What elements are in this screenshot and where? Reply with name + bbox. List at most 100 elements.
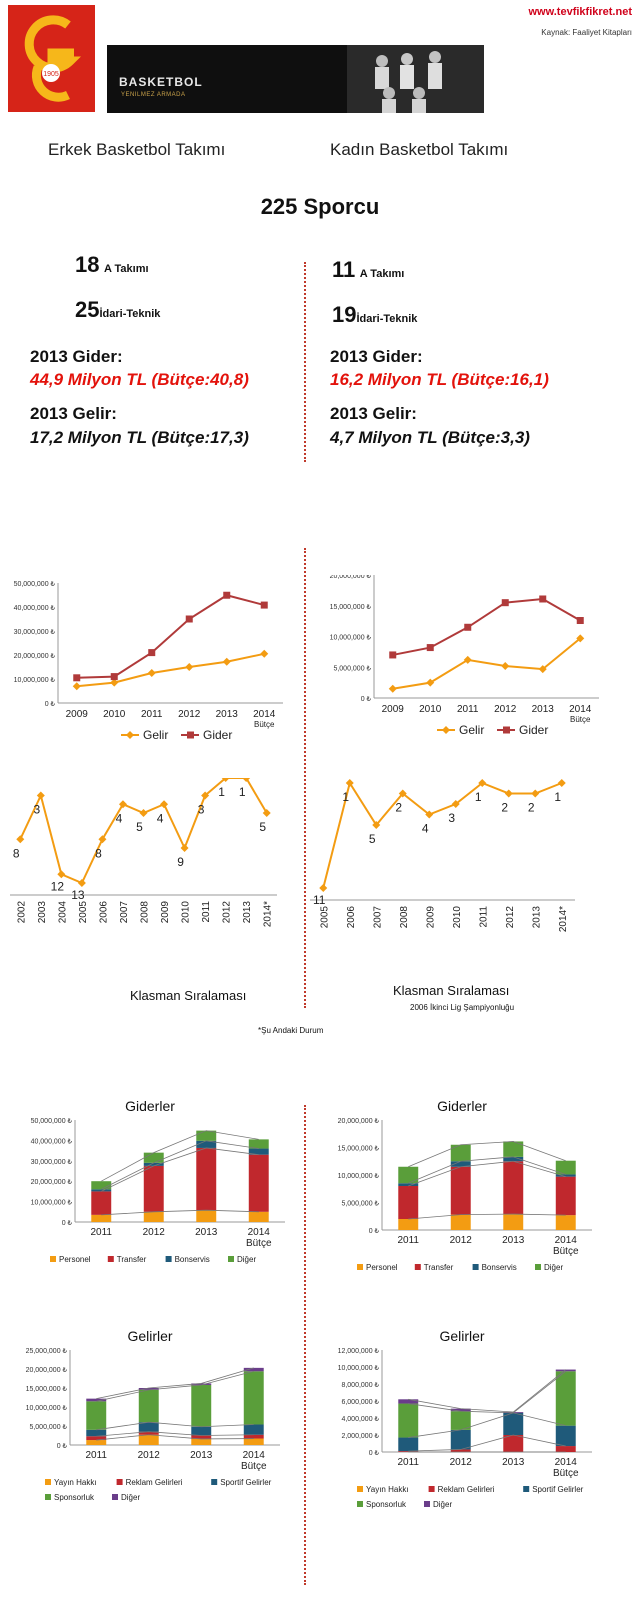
x-tick-sublabel: Bütçe [553,1468,579,1479]
chart-title: Gelirler [439,1328,484,1344]
ranking-point [57,870,66,879]
ranking-point [160,800,169,809]
bar-segment-bonservis [91,1189,112,1192]
site-url[interactable]: www.tevfikfikret.net [528,6,632,18]
x-tick-label: 2011 [85,1450,107,1461]
y-tick-label: 30,000,000 ₺ [31,1159,73,1166]
bar-segment-reklam-gelirleri [191,1435,212,1439]
x-tick-sublabel: Bütçe [553,1246,579,1257]
legend-label: Personel [59,1255,91,1264]
legend-swatch [357,1501,363,1507]
x-tick-label: 2013 [532,704,555,715]
legend-swatch [357,1264,363,1270]
women-a-team: 11 A Takımı [332,257,404,283]
women-a-team-label: A Takımı [359,268,405,280]
y-tick-label: 20,000,000 ₺ [330,575,372,580]
bar-segment-personel [196,1210,217,1222]
stack-connector [408,1370,566,1414]
x-tick-label: 2011 [201,901,212,923]
data-point-gelir [538,665,547,674]
ranking-data-label: 1 [342,790,349,804]
ranking-data-label: 4 [116,811,123,825]
bar-segment-diğer [143,1152,164,1163]
data-point-gelir [110,678,119,687]
ranking-data-label: 1 [218,785,225,799]
ranking-data-label: 5 [369,832,376,846]
chart-title: Gelirler [127,1328,172,1344]
women-a-team-count: 11 [332,257,356,282]
bar-segment-sportif-gelirler [138,1422,159,1432]
legend-swatch [45,1494,51,1500]
legend-marker [126,731,134,739]
x-tick-label: 2012 [505,906,516,929]
x-tick-label: 2013 [502,1457,525,1468]
data-point-gelir [388,684,397,693]
ranking-point [221,778,230,782]
bar-segment-personel [248,1211,269,1222]
legend-marker [442,726,450,734]
y-tick-label: 0 ₺ [369,1450,380,1457]
bar-segment-bonservis [196,1140,217,1148]
logo-emblem-icon: 1905 [24,15,82,102]
x-tick-label: 2009 [425,906,436,929]
ranking-point [531,789,540,798]
total-athletes: 225 Sporcu [260,194,380,219]
ranking-point [345,779,354,787]
women-expense-value: 16,2 Milyon TL (Bütçe:16,1) [330,370,549,389]
y-tick-label: 15,000,000 ₺ [338,1146,380,1153]
bar-segment-sportif-gelirler [503,1412,524,1435]
ranking-data-label: 4 [422,822,429,836]
men-a-team-count: 18 [75,252,100,277]
bar-segment-sportif-gelirler [555,1425,576,1447]
bar-segment-sponsorluk [86,1401,107,1430]
y-tick-label: 5,000,000 ₺ [333,665,371,672]
data-point-gider [260,601,268,609]
galatasaray-logo: 1905 [8,5,95,112]
bar-segment-transfer [91,1191,112,1215]
y-tick-label: 30,000,000 ₺ [14,629,56,636]
y-tick-label: 4,000,000 ₺ [341,1416,379,1423]
asterisk-note: *Şu Andaki Durum [258,1026,324,1035]
women-admin-count: 19 [332,302,357,327]
bar-segment-sponsorluk [555,1371,576,1426]
data-point-gider [73,674,81,682]
legend-swatch [112,1494,118,1500]
stack-connector [101,1130,259,1182]
data-point-gelir [147,669,156,677]
bar-segment-yayın-hakkı [138,1434,159,1445]
bar-segment-sponsorluk [191,1384,212,1427]
bar-segment-bonservis [143,1162,164,1166]
x-tick-label: 2008 [140,901,151,924]
bar-segment-transfer [503,1161,524,1215]
legend-label: Sportif Gelirler [532,1485,583,1494]
x-tick-label: 2013 [190,1450,213,1461]
x-tick-sublabel: Bütçe [570,715,591,724]
ranking-point [451,800,460,808]
chart-title: Giderler [437,1098,487,1114]
x-tick-label: 2014 [569,704,592,715]
team-photo-icon [347,45,484,113]
bar-segment-personel [503,1214,524,1230]
legend-swatch [107,1256,114,1262]
y-tick-label: 0 ₺ [45,701,56,708]
y-tick-label: 10,000,000 ₺ [14,677,56,684]
bar-segment-sponsorluk [243,1371,264,1425]
legend-swatch [472,1264,479,1270]
bar-segment-yayın-hakkı [86,1440,107,1445]
ranking-point [242,778,251,782]
legend-marker [503,726,510,734]
men-a-team-label: A Takımı [103,263,149,275]
x-tick-label: 2012 [178,709,201,720]
x-tick-label: 2012 [138,1450,161,1461]
x-tick-label: 2011 [141,709,163,720]
ranking-data-label: 9 [177,855,184,869]
bar-segment-personel [91,1214,112,1222]
stack-connector [101,1140,259,1190]
ranking-point [77,879,86,887]
women-ranking-title: Klasman Sıralaması [393,983,510,998]
ranking-data-label: 2 [395,801,402,815]
bar-segment-diğer [398,1399,419,1404]
banner-title: BASKETBOL [119,75,203,89]
legend-swatch [228,1256,234,1262]
legend-label: Diğer [121,1493,140,1502]
